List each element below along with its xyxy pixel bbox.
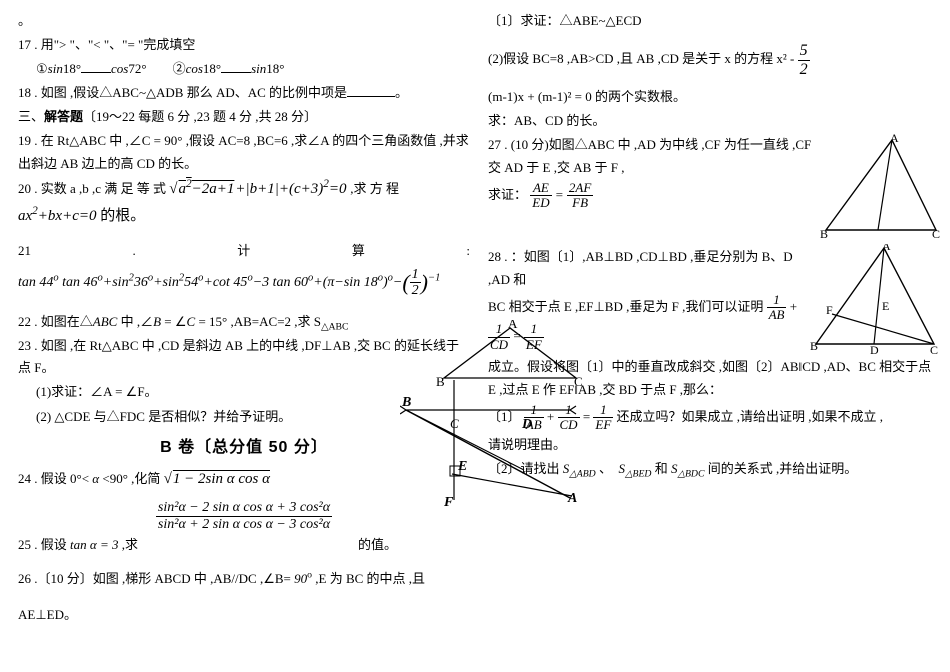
q19: 19 . 在 Rt△ABC 中 ,∠C = 90° ,假设 AC=8 ,BC=6…	[18, 130, 470, 174]
svg-text:E: E	[457, 459, 467, 474]
r-1: 〔1〕求证：△ABE~△ECD	[488, 10, 940, 32]
svg-text:F: F	[443, 495, 454, 510]
q21-heading: 21 . 计 算 :	[18, 240, 470, 262]
q20: 20 . 实数 a ,b ,c 满 足 等 式 √a2−2a+1+|b+1|+(…	[18, 177, 470, 203]
figure-triangle-2: A B D C E F	[810, 244, 940, 354]
q18: 18 . 如图 ,假设△ABC~△ADB 那么 AD、AC 的比例中项是。	[18, 82, 470, 104]
q20-math: √a2−2a+1+|b+1|+(c+3)2=0	[169, 181, 350, 197]
svg-text:B: B	[401, 395, 411, 410]
q21-math: tan 44o tan 46o+sin236o+sin254o+cot 45o−…	[18, 264, 470, 301]
q27-f2: 2AFFB	[567, 181, 593, 211]
svg-text:A: A	[882, 244, 891, 253]
q25-den: sin²α + 2 sin α cos α − 3 cos²α	[156, 517, 332, 532]
r-2-frac: 5 2	[798, 42, 810, 78]
svg-text:C: C	[932, 227, 940, 241]
svg-text:B: B	[810, 339, 818, 353]
q26-b: AE⊥ED。	[18, 604, 470, 626]
q27-prove-label: 求证：	[488, 186, 527, 201]
svg-text:D: D	[870, 343, 879, 354]
svg-text:B: B	[436, 374, 445, 389]
q25-line: 25 . 假设 tan α = 3 ,求的值。	[18, 534, 470, 556]
q20-eq2: ax2+bx+c=0 的根。	[18, 204, 470, 230]
svg-text:B: B	[820, 227, 828, 241]
svg-text:C: C	[930, 343, 938, 354]
q21-w1: 计	[237, 240, 250, 262]
r-2-num: 5	[798, 42, 810, 61]
q28-f1: 1AB	[767, 293, 787, 323]
svg-text:C: C	[574, 374, 583, 389]
r-4: 求：AB、CD 的长。	[488, 110, 940, 132]
svg-text:A: A	[890, 134, 899, 145]
svg-text:A: A	[567, 491, 577, 506]
blank-17-2	[221, 61, 251, 74]
q25-num: sin²α − 2 sin α cos α + 3 cos²α	[156, 500, 332, 516]
svg-text:F: F	[826, 303, 833, 317]
r-2: (2)假设 BC=8 ,AB>CD ,且 AB ,CD 是关于 x 的方程 x²…	[488, 42, 940, 78]
q20-tail: ,求 方 程	[350, 181, 399, 196]
stray-period: 。	[18, 10, 470, 32]
r-2a: (2)假设 BC=8 ,AB>CD ,且 AB ,CD 是关于 x 的方程 x²…	[488, 51, 794, 66]
figure-center: A B C B C D E A F	[400, 320, 590, 510]
q21-num: 21	[18, 240, 31, 262]
q27-eq: =	[555, 186, 564, 201]
blank-17-1	[81, 61, 111, 74]
section-3-heading: 三、解答题〔19～22 每题 6 分 ,23 题 4 分 ,共 28 分〕	[18, 106, 470, 128]
svg-text:C: C	[450, 416, 459, 431]
q27-f1: AEED	[530, 181, 551, 211]
q28-b-text: BC 相交于点 E ,EF⊥BD ,垂足为 F ,我们可以证明	[488, 298, 763, 313]
r-2-den: 2	[798, 61, 810, 79]
svg-text:D: D	[521, 417, 532, 432]
q28-s1-tail: 还成立吗？如果成立 ,请给出证明 ,如果不成立 ,	[617, 408, 884, 423]
figure-triangle-1: A B C	[820, 134, 940, 244]
svg-text:A: A	[508, 320, 518, 331]
svg-text:E: E	[882, 299, 889, 313]
blank-18	[347, 85, 395, 98]
q21-dot: .	[133, 240, 136, 262]
q26: 26 .〔10 分〕如图 ,梯形 ABCD 中 ,AB//DC ,∠B= 90o…	[18, 568, 470, 590]
q17-sub: ①sin18°cos72° ②cos18°sin18°	[18, 58, 470, 80]
q17: 17 . 用"> "、"< "、"= "完成填空	[18, 34, 470, 56]
q28-s1-f3: 1EF	[593, 403, 613, 433]
q25-frac: sin²α − 2 sin α cos α + 3 cos²α sin²α + …	[156, 500, 332, 532]
q20-lead: 20 . 实数 a ,b ,c 满 足 等 式	[18, 181, 169, 196]
q21-colon: :	[466, 240, 470, 262]
r-3: (m-1)x + (m-1)² = 0 的两个实数根。	[488, 86, 940, 108]
q21-w2: 算	[352, 240, 365, 262]
q28-plus: +	[790, 298, 797, 313]
